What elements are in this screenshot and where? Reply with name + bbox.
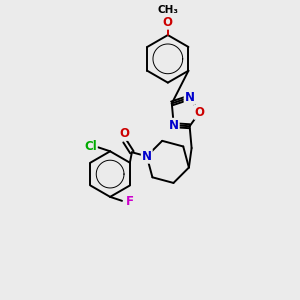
- Text: CH₃: CH₃: [157, 5, 178, 15]
- Text: O: O: [163, 16, 173, 29]
- Text: N: N: [169, 119, 179, 132]
- Text: Cl: Cl: [84, 140, 97, 153]
- Text: N: N: [142, 150, 152, 163]
- Text: N: N: [184, 91, 195, 104]
- Text: O: O: [194, 106, 205, 119]
- Text: F: F: [126, 195, 134, 208]
- Text: O: O: [119, 127, 129, 140]
